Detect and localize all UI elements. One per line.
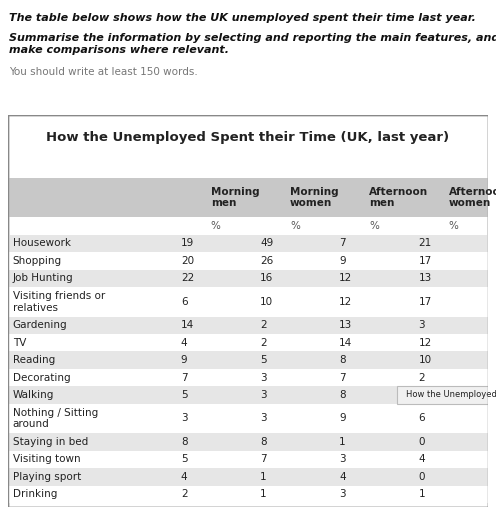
Text: 9: 9 <box>339 414 346 423</box>
Text: 2: 2 <box>181 489 187 499</box>
Text: Afternoon
women: Afternoon women <box>448 187 496 208</box>
Text: 12: 12 <box>419 338 432 348</box>
Text: 13: 13 <box>339 321 353 330</box>
Bar <box>8 178 488 217</box>
Text: Decorating: Decorating <box>13 373 70 382</box>
Text: 2: 2 <box>260 321 267 330</box>
Text: 8: 8 <box>181 437 187 447</box>
Bar <box>8 369 488 386</box>
Bar <box>8 316 488 334</box>
Text: Job Hunting: Job Hunting <box>13 273 73 283</box>
Text: 1: 1 <box>260 489 267 499</box>
Bar <box>8 468 488 485</box>
Text: %: % <box>369 221 379 231</box>
Text: Summarise the information by selecting and reporting the main features, and
make: Summarise the information by selecting a… <box>9 33 496 55</box>
Text: 12: 12 <box>339 273 353 283</box>
Text: 19: 19 <box>181 239 194 248</box>
Text: 6: 6 <box>181 297 187 307</box>
Bar <box>8 351 488 369</box>
Text: Afternoon
men: Afternoon men <box>369 187 429 208</box>
Text: 22: 22 <box>181 273 194 283</box>
Text: Gardening: Gardening <box>13 321 67 330</box>
Bar <box>8 334 488 351</box>
Text: 0: 0 <box>419 472 425 482</box>
Bar <box>8 485 488 503</box>
Text: 5: 5 <box>181 390 187 400</box>
Text: How the Unemployed Spent their Time (UK, last year): How the Unemployed Spent their Time (UK,… <box>47 131 449 144</box>
Text: 16: 16 <box>260 273 273 283</box>
Text: 14: 14 <box>339 338 353 348</box>
Text: 14: 14 <box>181 321 194 330</box>
Text: 5: 5 <box>181 455 187 464</box>
Text: TV: TV <box>13 338 26 348</box>
Text: 3: 3 <box>339 489 346 499</box>
Bar <box>8 451 488 468</box>
Text: 4: 4 <box>181 472 187 482</box>
Text: How the Unemployed Spend their: How the Unemployed Spend their <box>406 391 496 399</box>
Text: 3: 3 <box>339 455 346 464</box>
Text: Housework: Housework <box>13 239 71 248</box>
Text: 4: 4 <box>339 472 346 482</box>
Text: Walking: Walking <box>13 390 54 400</box>
Text: 3: 3 <box>260 390 267 400</box>
Text: 1: 1 <box>260 472 267 482</box>
Text: 2: 2 <box>260 338 267 348</box>
Text: You should write at least 150 words.: You should write at least 150 words. <box>9 67 198 77</box>
Text: 9: 9 <box>181 355 187 365</box>
Text: 9: 9 <box>339 256 346 266</box>
Text: 10: 10 <box>419 355 432 365</box>
Text: Visiting friends or
relatives: Visiting friends or relatives <box>13 291 105 312</box>
Text: %: % <box>290 221 300 231</box>
Bar <box>8 386 488 403</box>
Text: %: % <box>211 221 221 231</box>
Text: 20: 20 <box>181 256 194 266</box>
Text: 3: 3 <box>181 414 187 423</box>
Bar <box>8 433 488 451</box>
Text: 3: 3 <box>260 414 267 423</box>
Text: 3: 3 <box>419 321 425 330</box>
Text: 8: 8 <box>339 390 346 400</box>
Text: Staying in bed: Staying in bed <box>13 437 88 447</box>
Text: 26: 26 <box>260 256 273 266</box>
Text: Morning
women: Morning women <box>290 187 339 208</box>
Text: Nothing / Sitting
around: Nothing / Sitting around <box>13 408 98 429</box>
Text: 17: 17 <box>419 256 432 266</box>
Text: 5: 5 <box>260 355 267 365</box>
Text: %: % <box>448 221 458 231</box>
Text: Playing sport: Playing sport <box>13 472 81 482</box>
Text: 4: 4 <box>419 455 425 464</box>
Text: Drinking: Drinking <box>13 489 57 499</box>
Bar <box>8 403 488 433</box>
FancyBboxPatch shape <box>397 386 496 404</box>
Text: 2: 2 <box>419 373 425 382</box>
Text: 0: 0 <box>419 437 425 447</box>
Text: Morning
men: Morning men <box>211 187 259 208</box>
Text: Visiting town: Visiting town <box>13 455 80 464</box>
Bar <box>8 287 488 316</box>
Text: 49: 49 <box>260 239 273 248</box>
Text: 12: 12 <box>339 297 353 307</box>
Text: 8: 8 <box>339 355 346 365</box>
Text: 1: 1 <box>339 437 346 447</box>
Bar <box>8 234 488 252</box>
Text: 8: 8 <box>260 437 267 447</box>
Text: 13: 13 <box>419 273 432 283</box>
Text: 21: 21 <box>419 239 432 248</box>
Text: 17: 17 <box>419 297 432 307</box>
Text: 7: 7 <box>339 373 346 382</box>
Bar <box>8 252 488 269</box>
Text: 4: 4 <box>181 338 187 348</box>
Text: 7: 7 <box>339 239 346 248</box>
Text: Reading: Reading <box>13 355 55 365</box>
Text: Shopping: Shopping <box>13 256 62 266</box>
Text: 7: 7 <box>181 373 187 382</box>
Text: 7: 7 <box>260 455 267 464</box>
Bar <box>8 269 488 287</box>
Text: 3: 3 <box>260 373 267 382</box>
Text: The table below shows how the UK unemployed spent their time last year.: The table below shows how the UK unemplo… <box>9 13 476 23</box>
Text: 1: 1 <box>419 489 425 499</box>
Text: 10: 10 <box>260 297 273 307</box>
Text: 6: 6 <box>419 414 425 423</box>
